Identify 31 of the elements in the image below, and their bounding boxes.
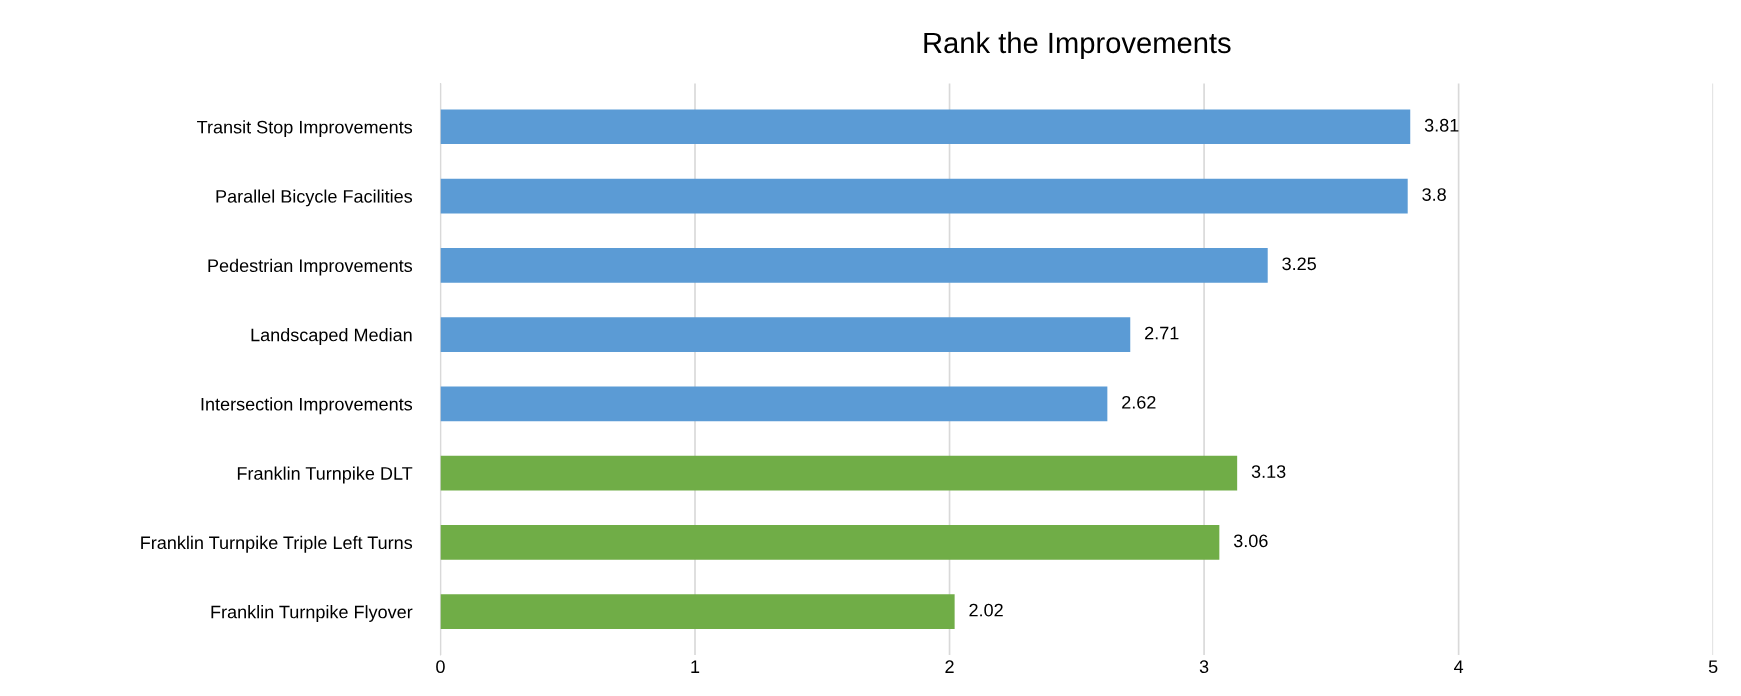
x-tick-label: 4	[1454, 660, 1464, 673]
x-tick-label: 0	[436, 660, 445, 674]
bar	[440, 594, 955, 629]
bar	[440, 248, 1268, 283]
data-label: 3.8	[1422, 188, 1446, 201]
data-label: 3.81	[1424, 118, 1459, 132]
data-label: 3.25	[1282, 257, 1316, 271]
data-label: 3.13	[1251, 465, 1286, 478]
y-tick-label: Intersection Improvements	[201, 397, 413, 415]
bar	[440, 386, 1108, 422]
chart-title: Rank the Improvements	[924, 31, 1231, 60]
x-tick-label: 1	[691, 660, 700, 673]
x-tick-label: 3	[1199, 660, 1209, 674]
y-tick-label: Franklin Turnpike DLT	[237, 466, 413, 484]
data-label: 3.06	[1233, 534, 1268, 548]
y-tick-label: Pedestrian Improvements	[208, 258, 413, 276]
x-tick-label: 5	[1708, 660, 1718, 674]
data-label: 2.02	[969, 603, 1003, 617]
bar	[440, 317, 1131, 352]
y-tick-label: Franklin Turnpike Flyover	[211, 605, 413, 622]
y-tick-label: Transit Stop Improvements	[197, 120, 413, 138]
data-label: 2.62	[1122, 395, 1156, 409]
y-tick-label: Parallel Bicycle Facilities	[216, 189, 413, 207]
y-tick-label: Landscaped Median	[251, 328, 412, 345]
bar	[440, 525, 1220, 560]
data-label: 2.71	[1145, 326, 1179, 340]
y-tick-label: Franklin Turnpike Triple Left Turns	[141, 535, 413, 553]
x-tick-label: 2	[945, 660, 954, 673]
bar	[440, 109, 1411, 145]
bar	[440, 178, 1408, 214]
bar	[440, 455, 1238, 491]
